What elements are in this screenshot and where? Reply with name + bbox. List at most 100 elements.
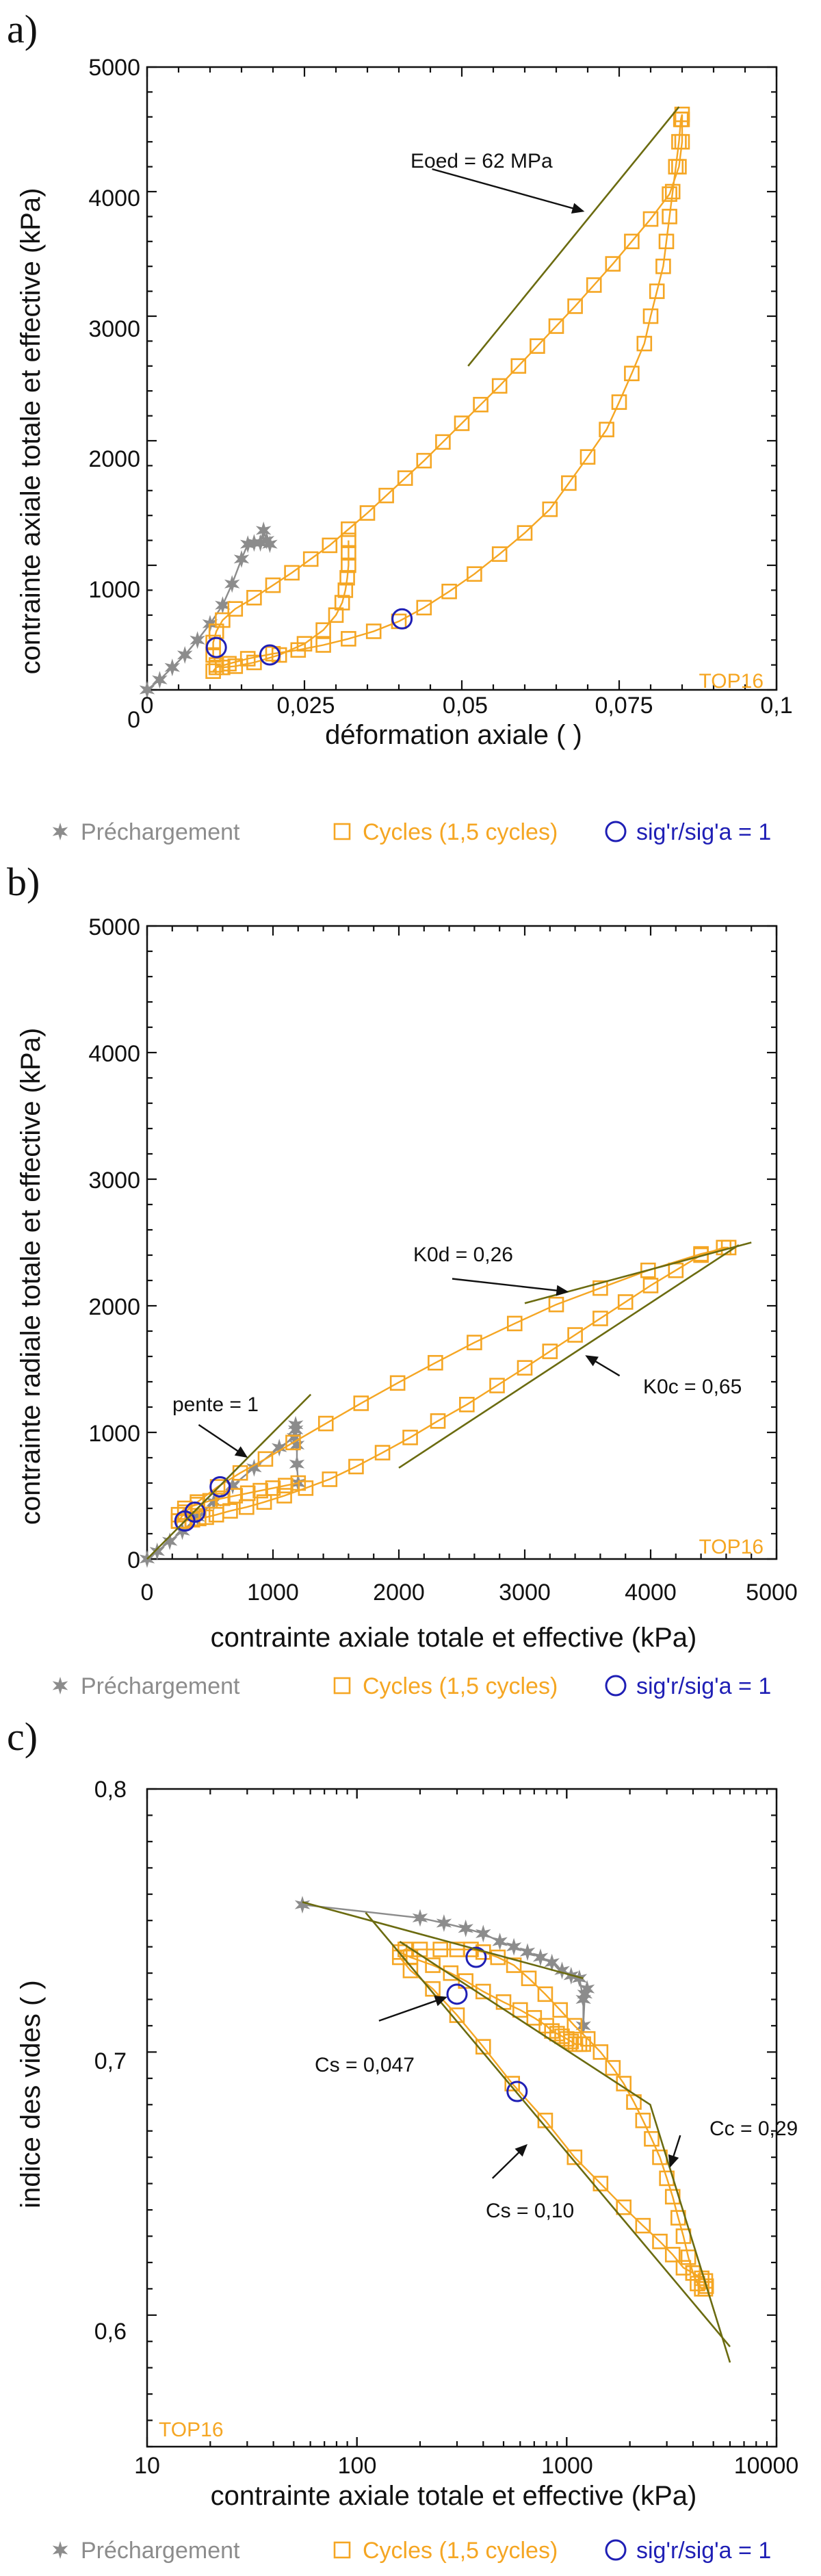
legend-item-prechargement: Préchargement: [81, 2538, 240, 2564]
panel-a-y-axis-label: contrainte axiale totale et effective (k…: [16, 188, 46, 675]
panel-b-y-tick: 2000: [88, 1294, 140, 1320]
data-point-square: [512, 2002, 528, 2018]
data-point-square: [517, 525, 533, 541]
data-point-square: [605, 2060, 621, 2076]
data-point-square: [341, 557, 356, 574]
data-point-square: [544, 2023, 560, 2039]
data-point-star: [246, 534, 262, 552]
data-point-square: [246, 590, 262, 606]
data-point-square: [290, 642, 307, 658]
data-point-square: [658, 233, 675, 250]
legend-item-cycles: Cycles (1,5 cycles): [363, 2538, 558, 2564]
panel-a-y-tick: 0: [127, 707, 140, 733]
data-point-star: [475, 1924, 491, 1943]
data-point-star: [139, 681, 155, 699]
data-point-square: [227, 601, 244, 617]
data-point-star: [239, 535, 256, 554]
data-point-square: [680, 2249, 696, 2265]
data-point-square: [640, 1262, 656, 1278]
data-point-square: [391, 1949, 408, 1966]
legend-circle-icon: [605, 821, 627, 842]
data-point-square: [454, 415, 470, 431]
data-point-square: [353, 1395, 369, 1411]
data-point-star: [149, 1542, 165, 1560]
data-point-square: [697, 2273, 714, 2289]
data-point-square: [341, 545, 356, 561]
legend-marker-circle: [605, 2539, 627, 2561]
data-point-square: [592, 1280, 608, 1296]
panel-a-x-tick: 0,075: [595, 693, 653, 719]
plot-frame: [146, 925, 778, 1560]
legend-marker-square: [333, 823, 351, 840]
data-point-square: [302, 551, 319, 567]
data-point-square: [642, 211, 659, 227]
data-point-square: [566, 2149, 583, 2165]
panel-a-label: a): [7, 7, 38, 51]
data-point-square: [655, 258, 671, 274]
legend-marker-star: [52, 1677, 68, 1695]
data-point-square: [504, 2076, 521, 2091]
data-point-square: [425, 1981, 441, 1997]
panel-b-y-axis-label: contrainte radiale totale et effective (…: [16, 1028, 46, 1525]
data-point-square: [517, 1360, 533, 1376]
data-point-square: [428, 1354, 443, 1371]
data-point-square: [673, 112, 689, 127]
data-point-square: [644, 2130, 660, 2147]
data-point-square: [605, 256, 621, 272]
data-point-square: [599, 422, 614, 437]
panel-b-label: b): [7, 860, 40, 904]
series-circle: [446, 1946, 528, 2102]
panel-a-x-tick: 0: [141, 693, 154, 719]
data-point-square: [322, 1471, 338, 1487]
data-point-square: [626, 2094, 642, 2110]
data-point-star: [294, 1896, 311, 1914]
data-point-square: [402, 1430, 418, 1445]
annotation-arrowhead: [668, 2154, 679, 2168]
data-point-square: [265, 577, 281, 593]
data-point-star: [271, 1439, 287, 1457]
panel-c-y-axis-label: indice des vides ( ): [16, 1980, 46, 2208]
data-point-square: [567, 2036, 584, 2052]
data-point-square: [365, 623, 382, 639]
legend-square-icon: [333, 2541, 351, 2559]
data-point-square: [467, 1335, 482, 1350]
data-point-square: [642, 1278, 659, 1293]
data-point-square: [341, 521, 356, 537]
data-point-star: [259, 531, 275, 550]
data-point-square: [537, 1986, 553, 2002]
data-point-star: [161, 1532, 178, 1551]
data-point-square: [489, 1378, 505, 1393]
data-point-square: [348, 1458, 364, 1475]
data-point-star: [190, 631, 205, 649]
data-point-star: [246, 1458, 262, 1477]
series-circle: [205, 608, 413, 666]
plot-area: [139, 66, 778, 699]
data-point-square: [624, 365, 640, 382]
data-point-square: [566, 2018, 583, 2034]
axis-ticks: [146, 1788, 778, 2448]
panel-b-y-tick: 0: [127, 1547, 140, 1573]
legend-star-icon: [52, 823, 68, 840]
plot-frame: [146, 1788, 778, 2448]
data-point-star: [571, 1969, 588, 1987]
series-square: [205, 106, 690, 680]
data-point-square: [506, 1957, 522, 1973]
annotation-arrow: [452, 1278, 560, 1292]
data-point-square: [611, 394, 627, 410]
data-point-star: [215, 596, 231, 615]
panel-c-tag: TOP16: [159, 2419, 224, 2441]
data-point-star: [575, 1990, 591, 2009]
data-point-star: [575, 2017, 591, 2035]
panel-b-x-tick: 5000: [746, 1580, 798, 1606]
data-point-star: [164, 658, 181, 677]
data-point-star: [532, 1948, 549, 1966]
panel-c-x-axis-label: contrainte axiale totale et effective (k…: [211, 2481, 697, 2511]
legend-marker-circle: [605, 1675, 627, 1697]
data-point-circle: [465, 1946, 487, 1968]
data-point-circle: [391, 608, 413, 630]
legend-item-ratio: sig'r/sig'a = 1: [636, 1673, 771, 1699]
data-point-square: [592, 2044, 609, 2060]
data-point-star: [506, 1937, 522, 1956]
data-point-square: [491, 378, 508, 394]
panel-b: b) contrainte radiale totale et effectiv…: [7, 860, 798, 1653]
